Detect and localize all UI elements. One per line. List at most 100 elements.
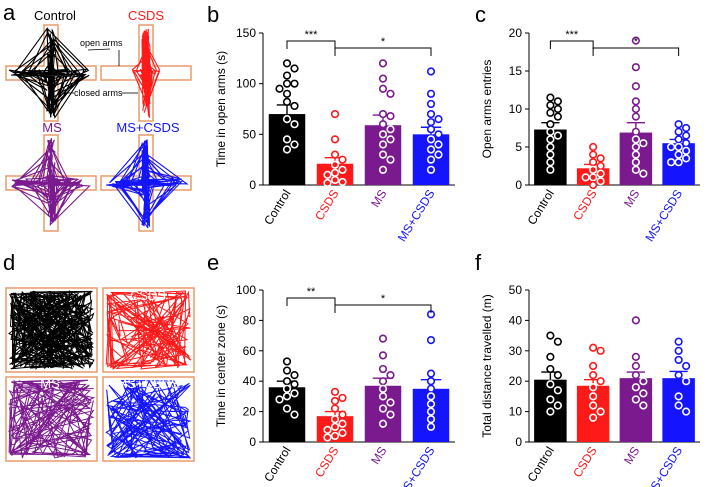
data-point bbox=[386, 135, 395, 144]
significance-bracket bbox=[286, 297, 336, 306]
data-point bbox=[282, 79, 292, 88]
data-point bbox=[426, 407, 436, 416]
y-tick-label: 10 bbox=[509, 405, 523, 419]
y-tick-label: 100 bbox=[236, 77, 256, 91]
significance-bracket bbox=[334, 304, 432, 313]
data-point bbox=[546, 142, 555, 152]
x-tick-label: MS+CSDS bbox=[395, 444, 438, 487]
arena-label-csds: CSDS bbox=[130, 288, 166, 303]
data-point bbox=[639, 139, 648, 148]
data-point bbox=[639, 389, 648, 398]
chart-total-distance: 0 10 20 30 40 50 Total distance travelled (m) C… bbox=[480, 283, 700, 487]
data-point bbox=[282, 115, 292, 124]
data-point bbox=[631, 316, 640, 325]
data-point bbox=[378, 84, 388, 93]
data-point bbox=[674, 401, 683, 410]
data-point bbox=[674, 355, 683, 365]
significance-bracket bbox=[286, 40, 336, 49]
data-point bbox=[667, 158, 676, 167]
data-point bbox=[282, 357, 292, 366]
y-tick-label: 20 bbox=[243, 405, 257, 419]
data-point bbox=[546, 395, 555, 404]
x-tick-label: CSDS bbox=[312, 187, 342, 223]
data-point bbox=[282, 366, 292, 375]
data-point bbox=[386, 89, 395, 98]
data-point bbox=[589, 150, 598, 159]
y-tick-label: 0 bbox=[249, 435, 256, 449]
data-point bbox=[330, 431, 340, 441]
data-point bbox=[589, 392, 598, 401]
data-point bbox=[434, 115, 443, 124]
data-point bbox=[426, 422, 436, 431]
y-tick-label: 15 bbox=[509, 64, 523, 78]
significance-label: ** bbox=[307, 286, 316, 298]
data-point bbox=[596, 407, 605, 416]
data-point bbox=[426, 89, 436, 98]
data-point bbox=[631, 104, 640, 114]
y-tick-label: 80 bbox=[243, 313, 257, 327]
maze-label-ms-csds: MS+CSDS bbox=[116, 120, 180, 135]
data-point bbox=[378, 74, 388, 83]
arena-track-1 bbox=[102, 287, 195, 373]
data-point bbox=[282, 145, 292, 154]
data-point bbox=[674, 337, 683, 346]
arena-path bbox=[8, 290, 95, 370]
data-point bbox=[674, 142, 683, 152]
data-point bbox=[674, 150, 683, 159]
data-point bbox=[426, 125, 436, 134]
data-point bbox=[546, 93, 555, 102]
y-tick-label: 20 bbox=[509, 26, 523, 40]
data-point bbox=[290, 371, 299, 380]
data-point bbox=[631, 395, 640, 404]
open-arms-annotation: open arms bbox=[80, 38, 123, 48]
data-point bbox=[553, 112, 562, 121]
data-point bbox=[631, 112, 640, 121]
data-point bbox=[338, 419, 347, 428]
open-arms-arrow bbox=[87, 48, 111, 51]
data-point bbox=[323, 425, 332, 434]
data-point bbox=[282, 392, 292, 401]
data-point bbox=[553, 104, 562, 114]
data-point bbox=[426, 336, 436, 345]
chart-open-arm-entries: 0 5 10 15 20 Open arms entries Control CSDS MS MS… bbox=[480, 26, 700, 244]
data-point bbox=[546, 127, 555, 136]
data-point bbox=[589, 401, 598, 410]
data-point bbox=[378, 140, 388, 149]
data-point bbox=[282, 384, 292, 393]
data-point bbox=[290, 389, 299, 398]
data-point bbox=[338, 155, 347, 164]
data-point bbox=[546, 380, 555, 389]
data-point bbox=[330, 404, 340, 413]
maze-panel: Control CSDS MS MS+CSDS open arms closed… bbox=[5, 8, 192, 232]
arena-track-3 bbox=[102, 376, 195, 462]
data-point bbox=[282, 97, 292, 107]
significance-label: * bbox=[634, 36, 639, 48]
data-point bbox=[639, 169, 648, 178]
data-point bbox=[434, 150, 443, 159]
data-point bbox=[546, 364, 555, 374]
maze-track-0 bbox=[5, 24, 97, 122]
data-point bbox=[378, 377, 388, 386]
data-point bbox=[631, 383, 640, 392]
data-point bbox=[682, 361, 691, 371]
data-point bbox=[589, 343, 598, 352]
x-tick-label: Control bbox=[261, 444, 293, 484]
data-point bbox=[323, 178, 332, 188]
y-tick-label: 0 bbox=[515, 178, 522, 192]
maze-outline bbox=[100, 134, 192, 232]
maze-track-2 bbox=[5, 134, 97, 232]
data-point bbox=[596, 169, 605, 178]
arena-panel: Control CSDS MS MS+CSDS bbox=[5, 287, 195, 462]
data-point bbox=[674, 127, 683, 136]
data-point bbox=[338, 410, 347, 419]
data-point bbox=[426, 384, 436, 393]
y-axis-label: Total distance travelled (m) bbox=[480, 294, 494, 437]
y-tick-label: 5 bbox=[515, 140, 522, 154]
data-point bbox=[596, 177, 605, 186]
data-point bbox=[589, 371, 598, 380]
y-tick-label: 0 bbox=[515, 435, 522, 449]
data-point bbox=[682, 407, 691, 416]
data-point bbox=[330, 175, 340, 185]
data-point bbox=[426, 155, 436, 164]
data-point bbox=[631, 158, 640, 167]
